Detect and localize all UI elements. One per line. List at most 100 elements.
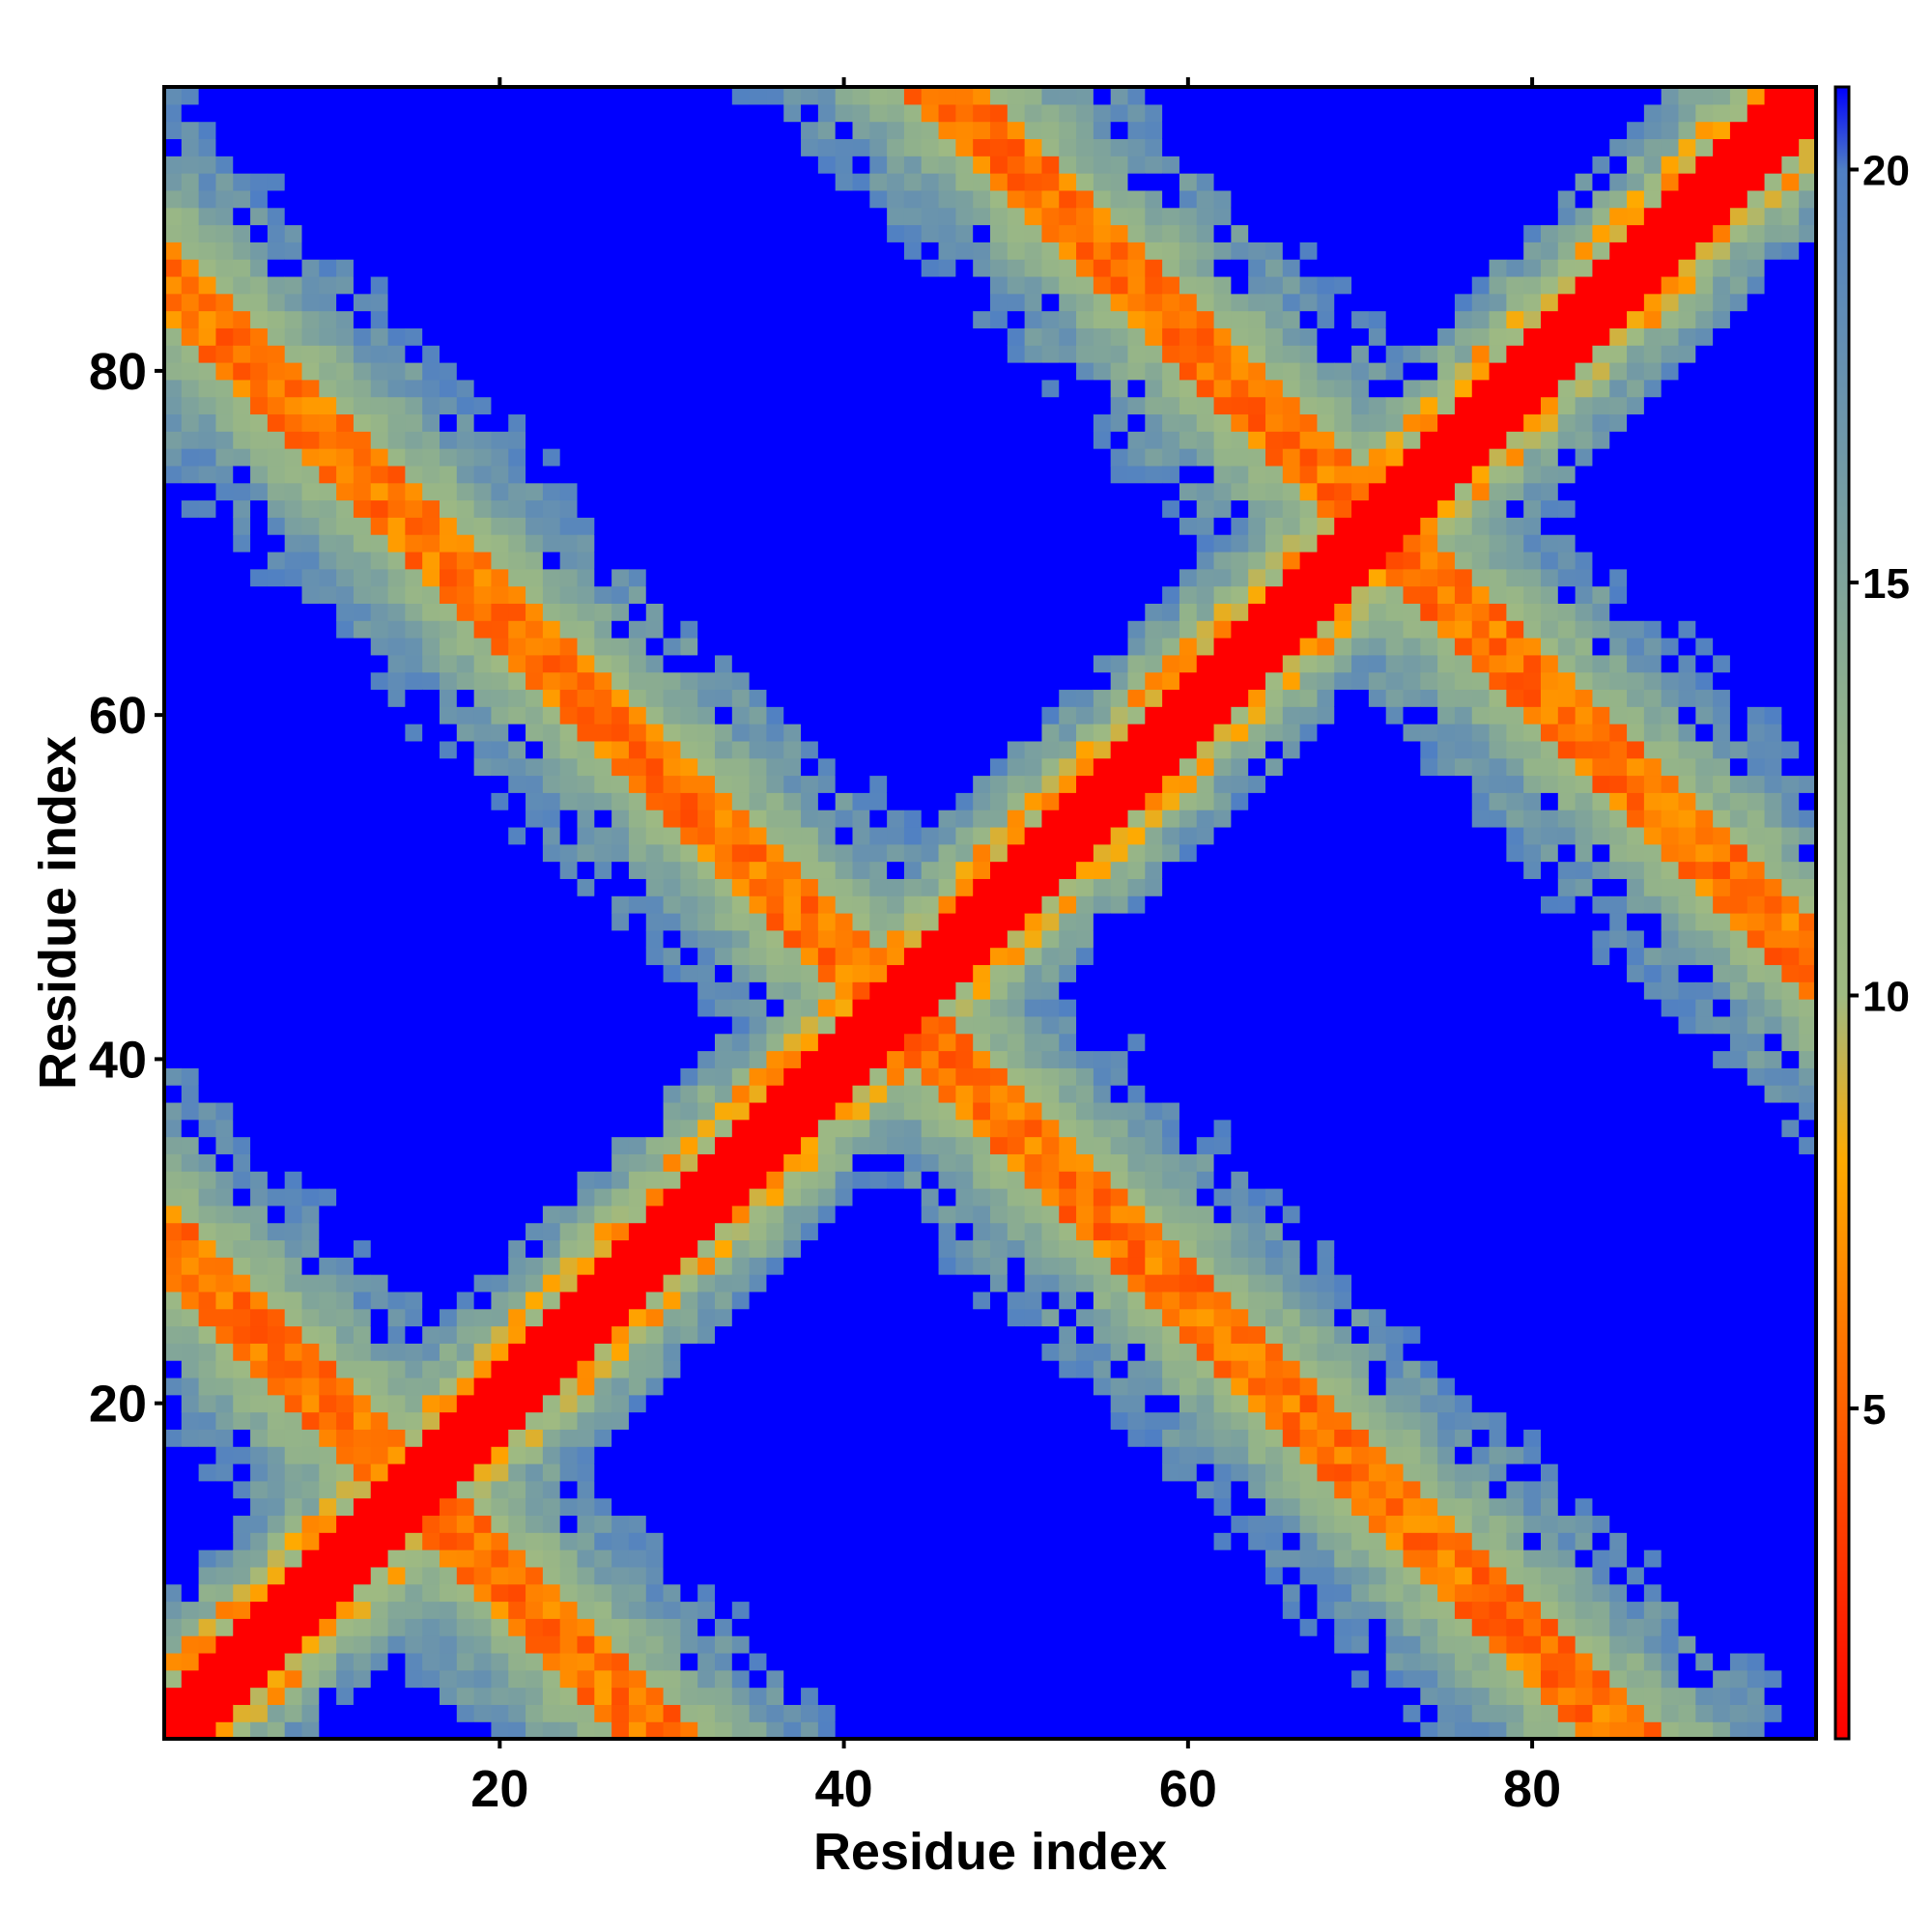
- heatmap-cell: [526, 775, 544, 793]
- heatmap-cell: [215, 259, 234, 277]
- heatmap-cell: [559, 327, 579, 346]
- heatmap-cell: [559, 431, 579, 449]
- heatmap-cell: [284, 362, 303, 381]
- heatmap-cell: [594, 1652, 612, 1671]
- heatmap-cell: [250, 1101, 269, 1121]
- heatmap-cell: [250, 345, 269, 363]
- heatmap-cell: [233, 775, 251, 793]
- heatmap-cell: [869, 1652, 888, 1671]
- heatmap-cell: [215, 740, 234, 759]
- heatmap-cell: [284, 1549, 303, 1568]
- heatmap-cell: [645, 913, 665, 931]
- heatmap-cell: [387, 706, 406, 724]
- heatmap-cell: [405, 1652, 423, 1671]
- heatmap-cell: [697, 1515, 716, 1533]
- heatmap-cell: [835, 689, 854, 707]
- heatmap-cell: [1024, 638, 1043, 656]
- heatmap-cell: [1041, 775, 1060, 793]
- heatmap-cell: [336, 310, 355, 328]
- heatmap-cell: [887, 156, 905, 174]
- heatmap-cell: [973, 1050, 991, 1068]
- heatmap-cell: [319, 1153, 337, 1172]
- heatmap-cell: [921, 1325, 940, 1344]
- heatmap-cell: [801, 843, 819, 863]
- heatmap-cell: [869, 431, 888, 449]
- heatmap-cell: [233, 327, 251, 346]
- heatmap-cell: [422, 448, 440, 467]
- heatmap-cell: [301, 671, 320, 691]
- heatmap-cell: [783, 1411, 802, 1430]
- heatmap-cell: [594, 413, 612, 432]
- heatmap-cell: [663, 499, 681, 518]
- heatmap-cell: [301, 465, 320, 484]
- heatmap-cell: [456, 947, 475, 966]
- heatmap-cell: [387, 1532, 406, 1550]
- heatmap-cell: [1041, 1687, 1060, 1705]
- heatmap-cell: [594, 1669, 612, 1689]
- heatmap-cell: [973, 499, 991, 518]
- heatmap-cell: [749, 1101, 768, 1121]
- heatmap-cell: [233, 999, 251, 1017]
- heatmap-cell: [697, 1411, 716, 1430]
- heatmap-cell: [267, 654, 286, 673]
- heatmap-cell: [783, 189, 802, 209]
- heatmap-cell: [783, 138, 802, 156]
- heatmap-cell: [903, 1669, 923, 1689]
- heatmap-cell: [921, 568, 940, 587]
- heatmap-cell: [508, 275, 526, 295]
- heatmap-cell: [1024, 740, 1043, 759]
- heatmap-cell: [370, 362, 389, 381]
- heatmap-cell: [715, 895, 733, 914]
- heatmap-cell: [542, 981, 561, 1000]
- heatmap-cell: [301, 1635, 320, 1654]
- heatmap-cell: [903, 173, 923, 191]
- heatmap-cell: [817, 1101, 837, 1121]
- heatmap-cell: [422, 1583, 440, 1603]
- heatmap-cell: [869, 706, 888, 724]
- heatmap-cell: [801, 671, 819, 691]
- heatmap-cell: [508, 1669, 526, 1689]
- heatmap-cell: [422, 242, 440, 260]
- heatmap-cell: [491, 1015, 509, 1035]
- heatmap-cell: [215, 224, 234, 242]
- heatmap-cell: [973, 654, 991, 673]
- heatmap-cell: [198, 1119, 217, 1138]
- heatmap-cell: [526, 964, 544, 982]
- heatmap-cell: [973, 1583, 991, 1603]
- heatmap-cell: [577, 121, 595, 140]
- heatmap-cell: [697, 465, 716, 484]
- heatmap-cell: [491, 413, 509, 432]
- heatmap-cell: [473, 431, 493, 449]
- heatmap-cell: [645, 121, 665, 140]
- heatmap-cell: [233, 379, 251, 398]
- heatmap-cell: [628, 431, 647, 449]
- heatmap-cell: [594, 1601, 612, 1619]
- heatmap-cell: [1007, 1343, 1026, 1361]
- heatmap-cell: [559, 379, 579, 398]
- heatmap-cell: [422, 396, 440, 415]
- heatmap-cell: [181, 1669, 200, 1689]
- heatmap-cell: [319, 689, 337, 707]
- heatmap-cell: [887, 396, 905, 415]
- heatmap-cell: [938, 706, 956, 724]
- heatmap-cell: [817, 1497, 837, 1517]
- heatmap-cell: [801, 757, 819, 777]
- heatmap-cell: [749, 861, 768, 879]
- heatmap-cell: [387, 585, 406, 604]
- heatmap-cell: [715, 740, 733, 759]
- heatmap-cell: [267, 1394, 286, 1413]
- heatmap-cell: [301, 1411, 320, 1430]
- heatmap-cell: [715, 1325, 733, 1344]
- heatmap-cell: [1024, 1446, 1043, 1464]
- heatmap-cell: [611, 1085, 630, 1103]
- heatmap-cell: [766, 1652, 784, 1671]
- heatmap-cell: [440, 1171, 458, 1189]
- heatmap-cell: [250, 826, 269, 845]
- heatmap-cell: [559, 1033, 579, 1052]
- heatmap-cell: [835, 947, 854, 966]
- heatmap-cell: [869, 189, 888, 209]
- heatmap-cell: [542, 792, 561, 810]
- heatmap-cell: [731, 1394, 751, 1413]
- heatmap-cell: [456, 121, 475, 140]
- heatmap-cell: [594, 1274, 612, 1293]
